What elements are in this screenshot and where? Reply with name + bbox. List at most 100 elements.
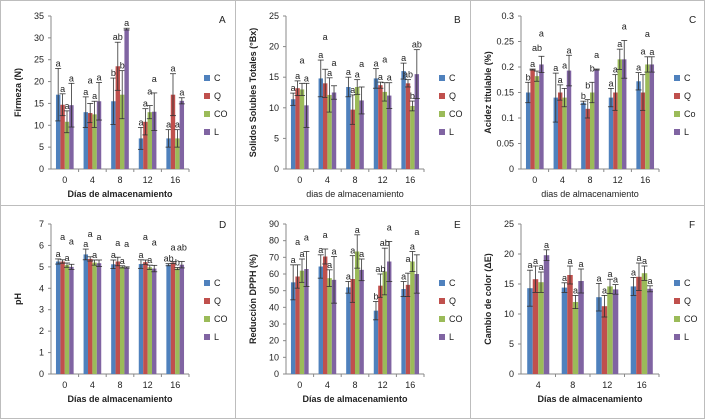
bar-L-12	[152, 111, 157, 169]
bar-CO-4	[538, 282, 544, 374]
significance-letter: a	[350, 246, 355, 256]
bar-Q-0	[530, 69, 535, 169]
bar-Co-0	[534, 76, 540, 169]
legend-label: C	[214, 278, 221, 288]
bar-CO-8	[120, 94, 125, 169]
significance-letter: a	[631, 267, 636, 277]
y-tick-label: 3	[39, 305, 44, 315]
y-axis-title: pH	[13, 293, 23, 305]
significance-letter: a	[304, 233, 309, 243]
significance-letter: ab	[113, 32, 123, 42]
y-tick-label: 25	[269, 11, 279, 21]
significance-letter: ab	[380, 238, 390, 248]
y-tick-label: 0.25	[496, 37, 514, 47]
bar-C-16	[630, 286, 637, 374]
bar-C-8	[581, 102, 586, 169]
y-tick-label: 5	[274, 133, 279, 143]
legend-swatch-L	[204, 129, 210, 135]
legend-swatch-L	[439, 334, 445, 340]
x-tick-label: 8	[570, 380, 575, 390]
x-tick-label: 12	[378, 380, 388, 390]
bar-Q-0	[60, 104, 65, 169]
bar-L-16	[649, 64, 655, 169]
y-tick-label: 10	[269, 352, 279, 362]
legend-swatch-C	[439, 75, 445, 81]
legend-swatch-Co	[674, 111, 680, 117]
bar-C-16	[401, 71, 406, 169]
bar-C-12	[138, 138, 144, 169]
significance-letter: a	[401, 272, 406, 282]
bar-C-12	[608, 97, 614, 169]
chart-F: 0 5 10 15 20 25 4 8 12 16 F Días de almacenamiento C…	[483, 219, 698, 404]
significance-letter: a	[318, 245, 323, 255]
legend-label: L	[214, 332, 219, 342]
significance-letter: a	[56, 249, 61, 259]
bar-Q-8	[115, 66, 120, 169]
significance-letter: a	[111, 250, 116, 260]
significance-letter: a	[608, 269, 613, 279]
x-tick-label: 4	[90, 380, 95, 390]
significance-letter: a	[378, 72, 383, 82]
legend-swatch-L	[204, 334, 210, 340]
significance-letter: a	[382, 55, 387, 65]
significance-letter: a	[544, 240, 549, 250]
significance-letter: a	[640, 47, 645, 57]
y-tick-label: 0	[39, 369, 44, 379]
significance-letter: a	[410, 242, 415, 252]
legend-swatch-C	[204, 75, 210, 81]
bar-Q-0	[295, 88, 300, 169]
significance-letter: a	[147, 87, 152, 97]
significance-letter: a	[65, 253, 70, 263]
x-tick-label: 16	[405, 175, 415, 185]
x-tick-label: 4	[325, 380, 330, 390]
significance-letter: a	[350, 85, 355, 95]
legend-label: CO	[684, 314, 698, 324]
bar-CO-4	[92, 262, 97, 374]
bar-Co-4	[562, 97, 567, 169]
significance-letter: a	[527, 260, 532, 270]
y-tick-label: 10	[504, 309, 514, 319]
x-tick-label: 8	[352, 175, 357, 185]
bar-Co-12	[617, 59, 623, 169]
x-tick-label: 0	[297, 380, 302, 390]
bar-CO-8	[355, 86, 360, 169]
bar-L-0	[304, 269, 309, 374]
x-tick-label: 12	[602, 380, 612, 390]
y-tick-label: 0	[509, 164, 514, 174]
bar-C-8	[111, 101, 116, 169]
bar-C-16	[166, 138, 171, 169]
y-tick-label: 0.3	[501, 11, 514, 21]
legend-label: Q	[449, 296, 456, 306]
bar-C-16	[166, 264, 171, 374]
significance-letter: a	[359, 59, 364, 69]
significance-letter: a	[567, 45, 572, 55]
x-tick-label: 12	[143, 380, 153, 390]
panel-label: D	[219, 220, 226, 231]
significance-letter: a	[83, 239, 88, 249]
significance-letter: a	[645, 29, 650, 39]
bar-Q-12	[601, 306, 608, 374]
significance-letter: a	[539, 262, 544, 272]
significance-letter: ab	[177, 243, 187, 253]
bar-L-4	[543, 255, 550, 374]
y-tick-label: 5	[39, 142, 44, 152]
significance-letter: a	[579, 259, 584, 269]
significance-letter: b	[111, 68, 116, 78]
bar-L-16	[179, 100, 185, 169]
significance-letter: a	[530, 59, 535, 69]
y-tick-label: 7	[39, 219, 44, 229]
y-tick-label: 20	[34, 77, 44, 87]
x-tick-label: 8	[587, 175, 592, 185]
y-tick-label: 0	[274, 369, 279, 379]
significance-letter: a	[138, 117, 143, 127]
legend-label: L	[214, 127, 219, 137]
x-tick-label: 4	[536, 380, 541, 390]
y-tick-label: 90	[269, 219, 279, 229]
bar-Q-4	[322, 83, 328, 169]
significance-letter: b	[175, 258, 180, 268]
y-axis-title: Cambio de color (ΔE)	[483, 253, 493, 344]
y-tick-label: 25	[34, 55, 44, 65]
x-tick-label: 12	[613, 175, 623, 185]
significance-letter: a	[387, 223, 392, 233]
significance-letter: a	[318, 50, 323, 60]
